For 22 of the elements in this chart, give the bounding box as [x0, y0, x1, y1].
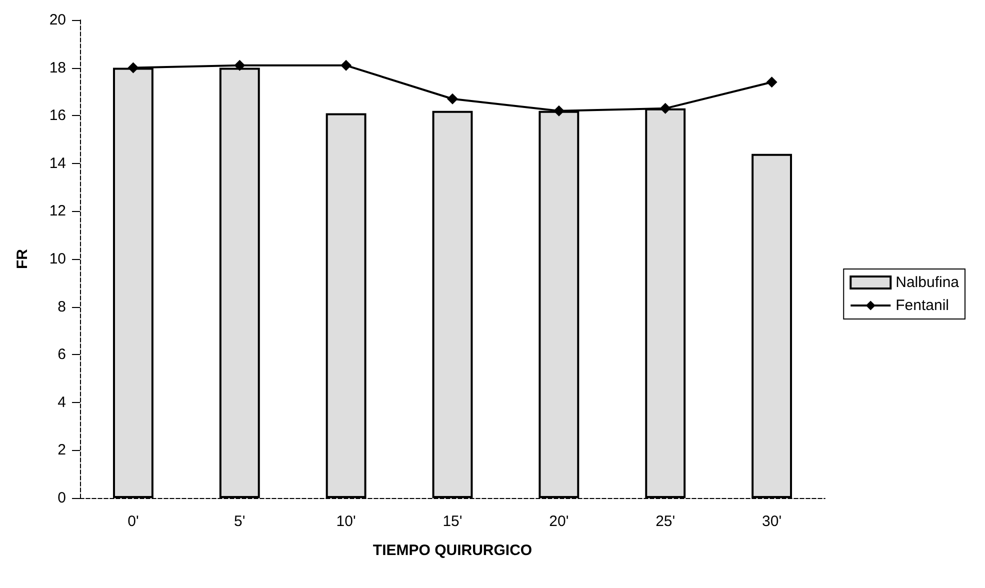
- y-tick-label: 10: [49, 250, 66, 268]
- x-tick-label: 10': [336, 513, 356, 530]
- x-tick-label: 0': [128, 513, 139, 530]
- y-tick-label: 0: [58, 490, 66, 506]
- x-tick-label: 20': [549, 513, 569, 530]
- y-tick-label: 2: [58, 442, 66, 459]
- y-tick-label: 14: [49, 154, 66, 172]
- y-tick-label: 6: [58, 346, 66, 364]
- y-tick-label: 16: [49, 107, 66, 124]
- legend-label: Nalbufina: [896, 274, 960, 291]
- x-axis-title: TIEMPO QUIRURGICO: [372, 542, 532, 559]
- y-tick-label: 12: [49, 202, 66, 220]
- x-tick-label: 30': [762, 513, 782, 530]
- y-tick-label: 4: [58, 394, 66, 411]
- legend-label: Fentanil: [896, 297, 949, 314]
- y-axis-title: FR: [14, 248, 31, 269]
- y-tick-label: 20: [49, 12, 66, 28]
- y-tick-label: 8: [58, 298, 66, 316]
- x-tick-label: 5': [234, 513, 246, 530]
- y-tick-label: 18: [49, 59, 66, 76]
- x-tick-label: 25': [656, 513, 676, 530]
- x-tick-label: 15': [442, 513, 462, 530]
